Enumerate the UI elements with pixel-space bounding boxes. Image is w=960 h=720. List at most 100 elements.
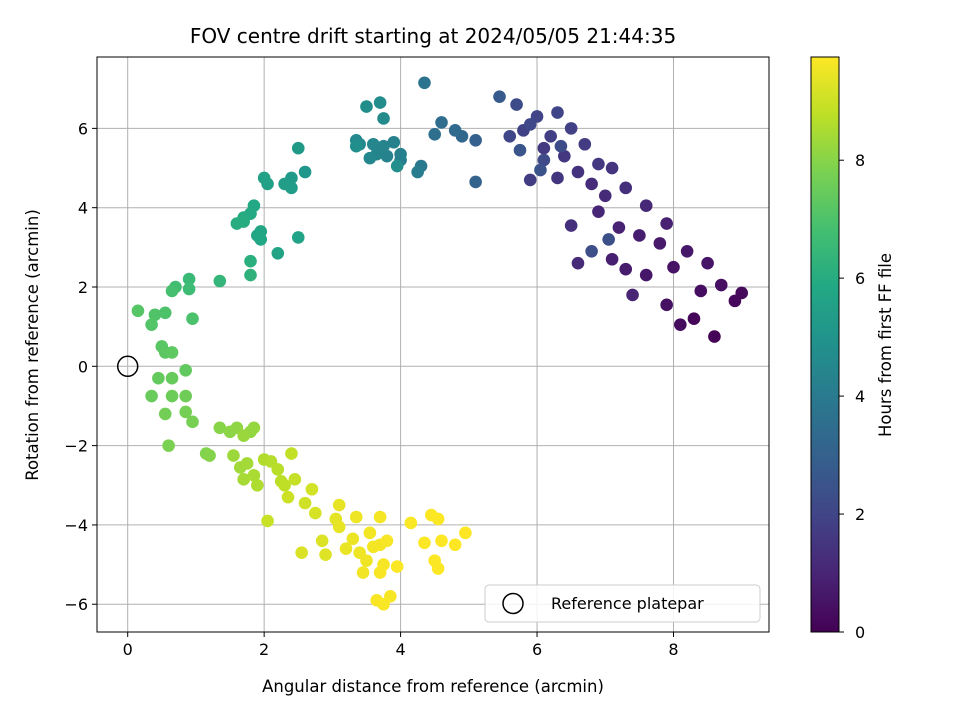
scatter-point: [373, 510, 387, 524]
scatter-point: [714, 278, 728, 292]
scatter-point: [346, 532, 360, 546]
scatter-point: [145, 318, 158, 331]
scatter-point: [148, 308, 162, 322]
scatter-point: [244, 254, 257, 268]
scatter-point: [585, 177, 598, 191]
scatter-point: [554, 139, 568, 153]
scatter-point: [360, 554, 373, 567]
scatter-point: [162, 439, 175, 452]
scatter-point: [390, 560, 404, 573]
scatter-point: [186, 415, 199, 429]
scatter-point: [309, 506, 322, 520]
scatter-point: [390, 159, 404, 173]
y-axis-ticks: −6 −4 −2 0 2 4 6: [64, 119, 97, 614]
scatter-point: [373, 566, 387, 579]
scatter-point: [363, 526, 377, 540]
scatter-point: [694, 284, 708, 298]
scatter-point: [278, 177, 291, 191]
scatter-point: [227, 449, 240, 462]
scatter-point: [186, 312, 199, 326]
scatter-point: [523, 173, 537, 187]
legend: Reference platepar: [484, 584, 761, 623]
scatter-point: [431, 562, 445, 575]
plot-frame: [96, 56, 770, 633]
scatter-point: [558, 149, 571, 163]
scatter-point: [261, 514, 274, 528]
scatter-point: [534, 163, 547, 177]
scatter-point: [513, 143, 527, 157]
scatter-point: [687, 312, 701, 326]
scatter-point: [404, 516, 418, 530]
reference-marker: [116, 355, 139, 378]
scatter-point: [435, 534, 448, 548]
scatter-point: [281, 490, 295, 504]
scatter-point: [305, 482, 319, 496]
y-tick-label: −2: [64, 437, 88, 456]
scatter-point: [660, 217, 673, 230]
scatter-point: [418, 536, 431, 550]
scatter-point: [523, 118, 537, 131]
scatter-point: [165, 284, 179, 298]
scatter-point: [667, 260, 680, 274]
scatter-point: [332, 520, 346, 534]
scatter-point: [288, 473, 302, 486]
y-axis-label: Rotation from reference (arcmin): [23, 209, 42, 481]
scatter-point: [367, 137, 380, 151]
scatter-point: [203, 449, 216, 462]
scatter-point: [602, 233, 615, 246]
scatter-point: [237, 429, 250, 443]
x-tick-label: 2: [259, 640, 269, 659]
scatter-point: [179, 405, 192, 419]
scatter-point: [271, 246, 285, 260]
scatter-point: [605, 161, 619, 175]
scatter-point: [315, 534, 329, 548]
scatter-point: [373, 96, 387, 109]
colorbar-ticks: 0 2 4 6 8: [839, 151, 865, 642]
scatter-point: [247, 421, 261, 435]
scatter-point: [254, 233, 268, 246]
scatter-point: [537, 153, 551, 167]
scatter-point: [360, 100, 373, 113]
scatter-point: [428, 128, 442, 141]
scatter-point: [131, 304, 145, 318]
scatter-points: [131, 76, 749, 611]
scatter-point: [619, 262, 633, 276]
y-tick-label: 6: [78, 119, 88, 138]
y-tick-label: −4: [64, 516, 88, 535]
scatter-point: [339, 542, 353, 556]
scatter-point: [469, 175, 482, 189]
scatter-point: [158, 407, 172, 421]
colorbar-tick-label: 2: [855, 505, 865, 524]
colorbar-tick-label: 0: [855, 623, 865, 642]
scatter-point: [291, 231, 305, 244]
scatter-point: [377, 597, 390, 611]
x-tick-label: 8: [668, 640, 678, 659]
scatter-point: [418, 76, 431, 90]
scatter-point: [291, 141, 305, 155]
scatter-point: [332, 498, 346, 512]
scatter-point: [598, 189, 612, 203]
scatter-point: [165, 389, 179, 403]
scatter-point: [592, 157, 605, 171]
scatter-point: [660, 298, 673, 312]
scatter-point: [564, 219, 578, 232]
scatter-point: [213, 421, 227, 435]
y-tick-label: 0: [78, 357, 88, 376]
colorbar-tick-label: 6: [855, 269, 865, 288]
scatter-point: [278, 478, 291, 492]
scatter-point: [612, 221, 626, 234]
scatter-point: [394, 147, 407, 161]
y-tick-label: −6: [64, 595, 88, 614]
scatter-point: [701, 256, 714, 270]
scatter-point: [298, 496, 312, 510]
scatter-point: [285, 447, 298, 460]
scatter-point: [380, 149, 394, 163]
scatter-point: [510, 98, 523, 111]
x-axis-ticks: 0 2 4 6 8: [123, 632, 679, 659]
colorbar-label: Hours from first FF file: [876, 253, 895, 437]
scatter-point: [653, 237, 667, 250]
scatter-point: [626, 288, 639, 302]
scatter-point: [380, 534, 394, 548]
scatter-point: [735, 286, 749, 300]
